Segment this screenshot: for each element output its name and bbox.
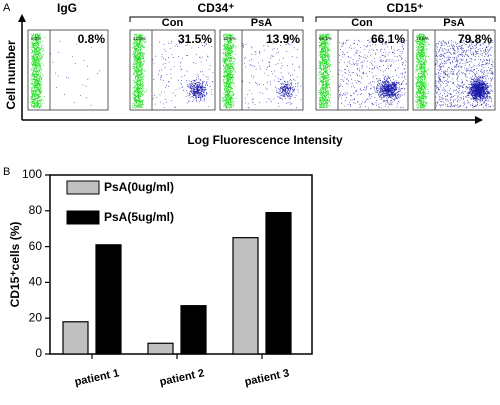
gate-value: 0.8% bbox=[78, 32, 106, 46]
gate-value: 66.1% bbox=[371, 32, 405, 46]
y-axis-label: CD15⁺cells (%) bbox=[8, 222, 22, 308]
y-axis-label: Cell number bbox=[4, 40, 18, 110]
legend-swatch bbox=[66, 180, 100, 195]
gate-value: 31.5% bbox=[178, 32, 212, 46]
group-title: CD34⁺ bbox=[197, 1, 234, 15]
gate-label: 75.8% bbox=[416, 36, 429, 41]
blue-dots bbox=[435, 39, 494, 109]
legend-label: PsA(0ug/ml) bbox=[104, 180, 174, 194]
green-dots bbox=[318, 33, 334, 109]
flow-panels: IgG 0.0% 0.8% CD34⁺ Con 21.5% 31.5% PsA 12.9% 13.… bbox=[27, 1, 496, 111]
plot-name: Con bbox=[162, 17, 184, 29]
legend-swatch bbox=[66, 210, 100, 225]
bar bbox=[232, 237, 259, 355]
arrow-head bbox=[475, 116, 483, 124]
group-title: IgG bbox=[57, 1, 77, 15]
bar bbox=[62, 321, 89, 355]
green-dots bbox=[132, 33, 148, 109]
blue-dots bbox=[242, 41, 302, 109]
y-tick-label: 0 bbox=[35, 346, 42, 360]
gate-value: 79.8% bbox=[458, 32, 492, 46]
bar bbox=[265, 211, 292, 355]
group-bracket bbox=[129, 16, 304, 22]
gate-label: 21.5% bbox=[133, 36, 146, 41]
green-dots bbox=[415, 33, 430, 109]
plot-name: PsA bbox=[443, 17, 464, 29]
gate-label: 12.9% bbox=[223, 36, 236, 41]
x-tick-label: patient 1 bbox=[74, 367, 121, 388]
panel-label: B bbox=[3, 166, 10, 178]
x-tick-label: patient 2 bbox=[159, 367, 206, 388]
plot-name: PsA bbox=[251, 17, 272, 29]
gate-value: 13.9% bbox=[266, 32, 300, 46]
y-tick-label: 20 bbox=[29, 310, 43, 324]
x-axis-label: Log Fluorescence Intensity bbox=[187, 133, 343, 147]
x-tick-label: patient 3 bbox=[244, 367, 291, 388]
plot-name: Con bbox=[351, 17, 373, 29]
arrow-head bbox=[18, 14, 26, 22]
gate-label: 0.0% bbox=[31, 36, 41, 41]
bar-chart: 0 20 40 60 80 100 CD15⁺cells (%) patient 1 patie… bbox=[8, 167, 313, 388]
plot-frame bbox=[219, 29, 304, 111]
y-tick-label: 100 bbox=[22, 167, 42, 181]
bar bbox=[180, 305, 207, 355]
group-bracket bbox=[315, 16, 496, 22]
bar bbox=[95, 244, 122, 355]
green-dots bbox=[222, 33, 238, 109]
blue-dots bbox=[338, 39, 407, 109]
plot-frame bbox=[129, 29, 216, 111]
blue-dots bbox=[152, 39, 214, 108]
y-tick-label: 40 bbox=[29, 275, 43, 289]
gate-label: 66.1% bbox=[319, 36, 332, 41]
y-tick-label: 80 bbox=[29, 203, 43, 217]
blue-dots bbox=[50, 40, 101, 106]
group-title: CD15⁺ bbox=[386, 1, 423, 15]
panel-label: A bbox=[3, 2, 11, 14]
legend-label: PsA(5ug/ml) bbox=[104, 210, 174, 224]
green-dots bbox=[30, 33, 46, 109]
y-tick-label: 60 bbox=[29, 239, 43, 253]
bar bbox=[147, 342, 174, 355]
